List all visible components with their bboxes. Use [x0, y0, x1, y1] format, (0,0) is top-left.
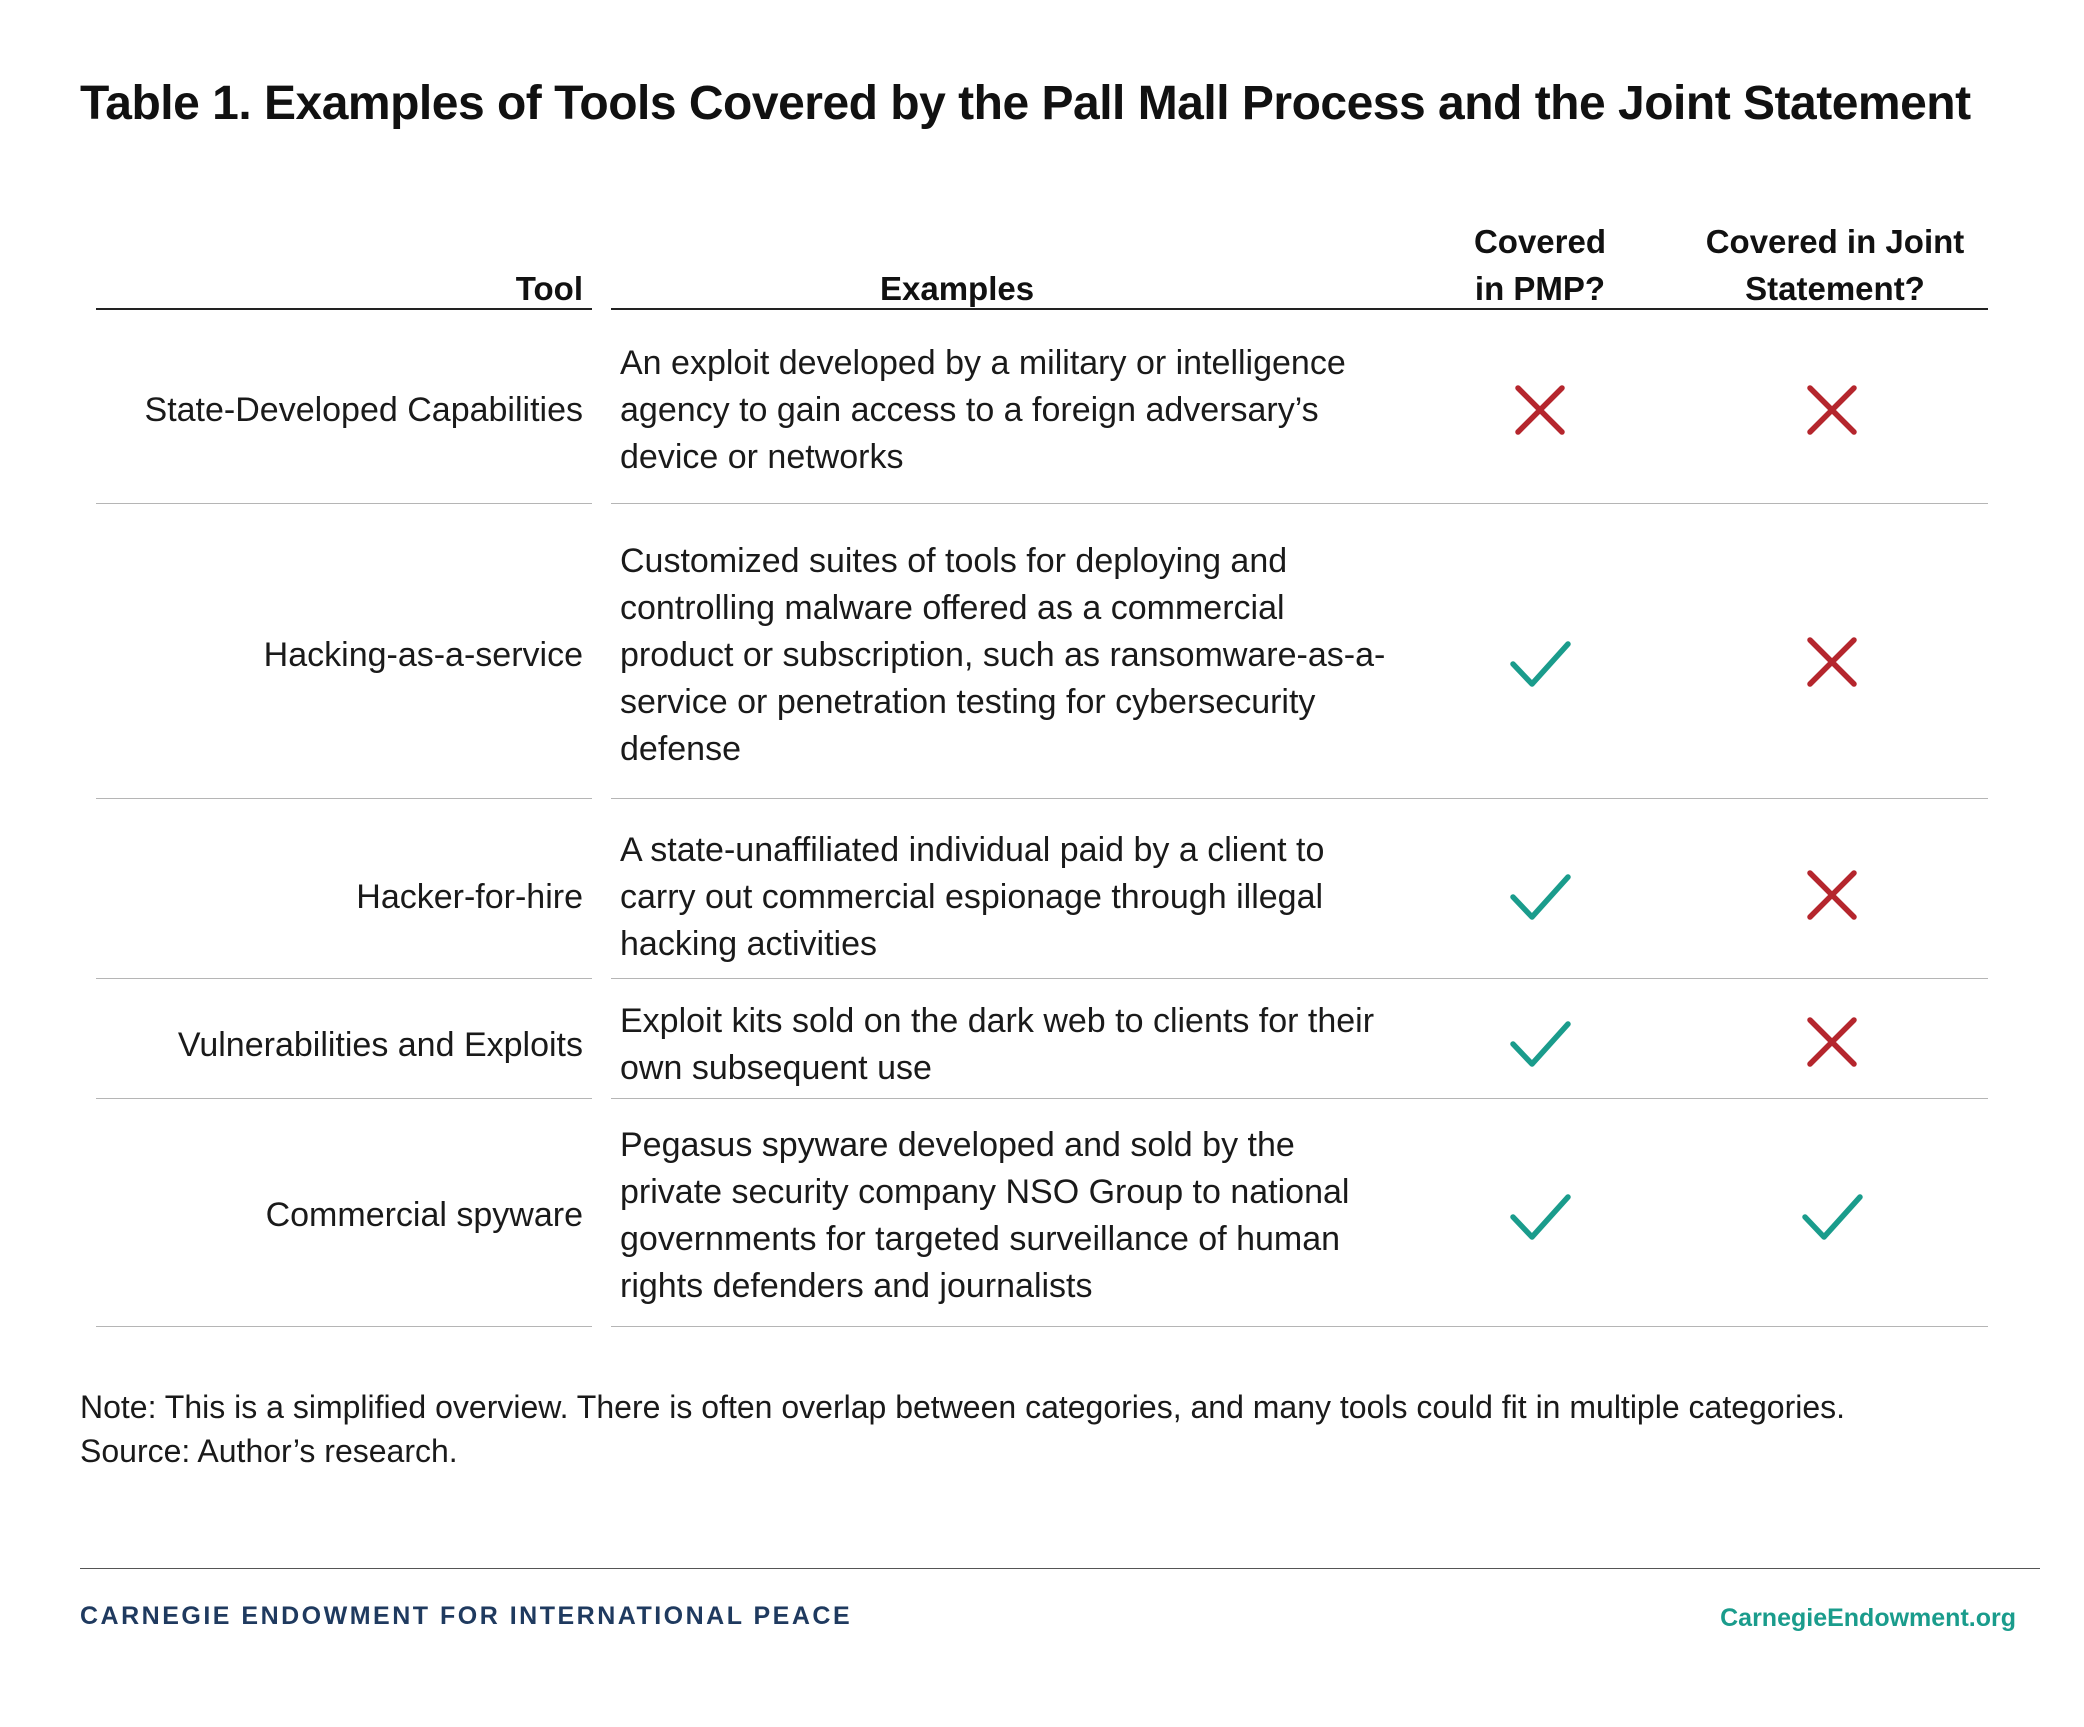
table-title: Table 1. Examples of Tools Covered by th…	[80, 77, 1971, 130]
header-covered-joint-line1: Covered in Joint	[1705, 223, 1965, 260]
checkmark-icon	[1800, 1183, 1864, 1247]
example-cell: Exploit kits sold on the dark web to cli…	[620, 1002, 1375, 1087]
cross-icon	[1800, 378, 1864, 442]
checkmark-icon	[1508, 863, 1572, 927]
header-covered-pmp-line2: in PMP?	[1474, 270, 1606, 307]
row-divider	[96, 978, 592, 979]
note-text: Note: This is a simplified overview. The…	[80, 1389, 1846, 1425]
cross-icon	[1508, 378, 1572, 442]
row-divider	[611, 1326, 1988, 1327]
tool-cell: Vulnerabilities and Exploits	[177, 1025, 583, 1064]
organization-name: CARNEGIE ENDOWMENT FOR INTERNATIONAL PEA…	[80, 1602, 853, 1630]
tool-cell: State-Developed Capabilities	[144, 390, 583, 429]
tool-cell: Commercial spyware	[265, 1196, 583, 1234]
example-cell: Pegasus spyware developed and sold by th…	[620, 1125, 1350, 1305]
row-divider	[96, 1098, 592, 1099]
website-link[interactable]: CarnegieEndowment.org	[1720, 1604, 2016, 1632]
example-cell: Customized suites of tools for deploying…	[620, 541, 1386, 768]
row-divider	[611, 1098, 1988, 1099]
example-cell: An exploit developed by a military or in…	[620, 343, 1346, 476]
cross-icon	[1800, 630, 1864, 694]
checkmark-icon	[1508, 1183, 1572, 1247]
cross-icon	[1800, 1010, 1864, 1074]
source-text: Source: Author’s research.	[80, 1433, 458, 1469]
header-examples: Examples	[880, 270, 1035, 307]
row-divider	[611, 978, 1988, 979]
header-rule-right	[611, 308, 1988, 310]
checkmark-icon	[1508, 1010, 1572, 1074]
cross-icon	[1800, 863, 1864, 927]
header-covered-pmp-line1: Covered	[1473, 223, 1607, 260]
row-divider	[611, 503, 1988, 504]
checkmark-icon	[1508, 630, 1572, 694]
row-divider	[96, 798, 592, 799]
row-divider	[611, 798, 1988, 799]
tool-cell: Hacker-for-hire	[356, 877, 583, 916]
header-covered-joint: Covered in Joint Statement?	[1690, 218, 1980, 312]
table-note: Note: This is a simplified overview. The…	[80, 1385, 1845, 1473]
header-tool: Tool	[515, 270, 583, 307]
header-rule-left	[96, 308, 592, 310]
header-covered-joint-line2: Statement?	[1745, 270, 1925, 307]
header-covered-pmp: Covered in PMP?	[1440, 218, 1640, 312]
example-cell: A state-unaffiliated individual paid by …	[620, 830, 1325, 963]
row-divider	[96, 503, 592, 504]
row-divider	[96, 1326, 592, 1327]
tool-cell: Hacking-as-a-service	[263, 635, 583, 674]
footer-divider	[80, 1568, 2040, 1569]
